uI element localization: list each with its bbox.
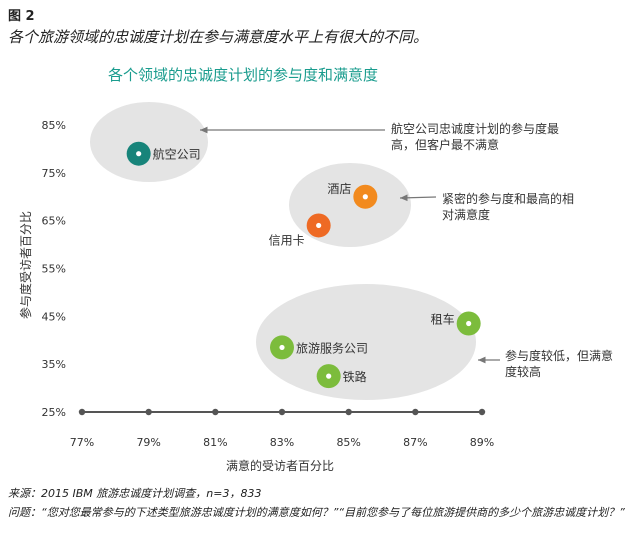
data-point-center — [136, 151, 142, 157]
scatter-chart: 各个领域的忠诚度计划的参与度和满意度 航空公司忠诚度计划的参与度最 高，但客户最… — [18, 66, 617, 473]
data-point-label: 铁路 — [343, 369, 367, 384]
annotation-lower: 参与度较低，但满意 度较高 — [505, 348, 617, 379]
data-point-label: 信用卡 — [269, 233, 305, 247]
x-tick-label: 83% — [270, 436, 294, 449]
data-point-label: 旅游服务公司 — [296, 340, 368, 355]
data-point-label: 航空公司 — [153, 147, 201, 162]
x-tick-mark — [412, 408, 419, 416]
x-tick-mark — [212, 408, 219, 416]
cluster-low-engagement — [256, 284, 476, 400]
y-tick-label: 65% — [42, 215, 66, 228]
y-tick-label: 25% — [42, 406, 66, 419]
x-tick-mark — [278, 408, 286, 416]
annotation-airline: 航空公司忠诚度计划的参与度最 高，但客户最不满意 — [391, 121, 563, 152]
x-tick-mark — [478, 408, 486, 416]
x-tick-label: 77% — [70, 436, 94, 449]
y-tick-label: 85% — [42, 119, 66, 132]
source-note: 来源：2015 IBM 旅游忠诚度计划调查，n=3，833 — [8, 487, 262, 500]
data-point-label: 酒店 — [327, 182, 351, 196]
data-point-center — [362, 194, 368, 200]
x-tick-label: 81% — [203, 436, 227, 449]
headline: 各个旅游领域的忠诚度计划在参与满意度水平上有很大的不同。 — [8, 28, 429, 46]
data-point-center — [279, 344, 285, 351]
x-tick-label: 87% — [403, 436, 427, 449]
annotation-hotel: 紧密的参与度和最高的相 对满意度 — [442, 191, 578, 222]
annotation-arrow-hotel — [399, 194, 437, 202]
x-tick-label: 85% — [336, 436, 360, 449]
x-tick-mark — [145, 408, 152, 416]
y-axis-label: 参与度受访者百分比 — [18, 211, 33, 319]
data-point-center — [316, 222, 322, 229]
y-tick-label: 45% — [42, 310, 66, 323]
x-axis-label: 满意的受访者百分比 — [226, 458, 334, 473]
y-tick-label: 55% — [42, 263, 66, 276]
cluster-airline — [90, 102, 208, 182]
cluster-hotel-card — [289, 163, 411, 247]
data-point-label: 租车 — [431, 312, 455, 327]
x-tick-mark — [78, 408, 86, 416]
chart-title: 各个领域的忠诚度计划的参与度和满意度 — [108, 66, 378, 84]
x-tick-label: 89% — [470, 436, 494, 449]
x-tick-mark — [345, 408, 352, 416]
data-point-center — [326, 373, 332, 379]
y-tick-label: 35% — [42, 358, 66, 371]
data-point-center — [466, 320, 472, 327]
question-note: 问题：“您对您最常参与的下述类型旅游忠诚度计划的满意度如何？”“目前您参与了每位… — [8, 506, 625, 519]
x-tick-label: 79% — [136, 436, 160, 449]
figure-label: 图 2 — [8, 9, 35, 24]
y-tick-label: 75% — [42, 167, 66, 180]
